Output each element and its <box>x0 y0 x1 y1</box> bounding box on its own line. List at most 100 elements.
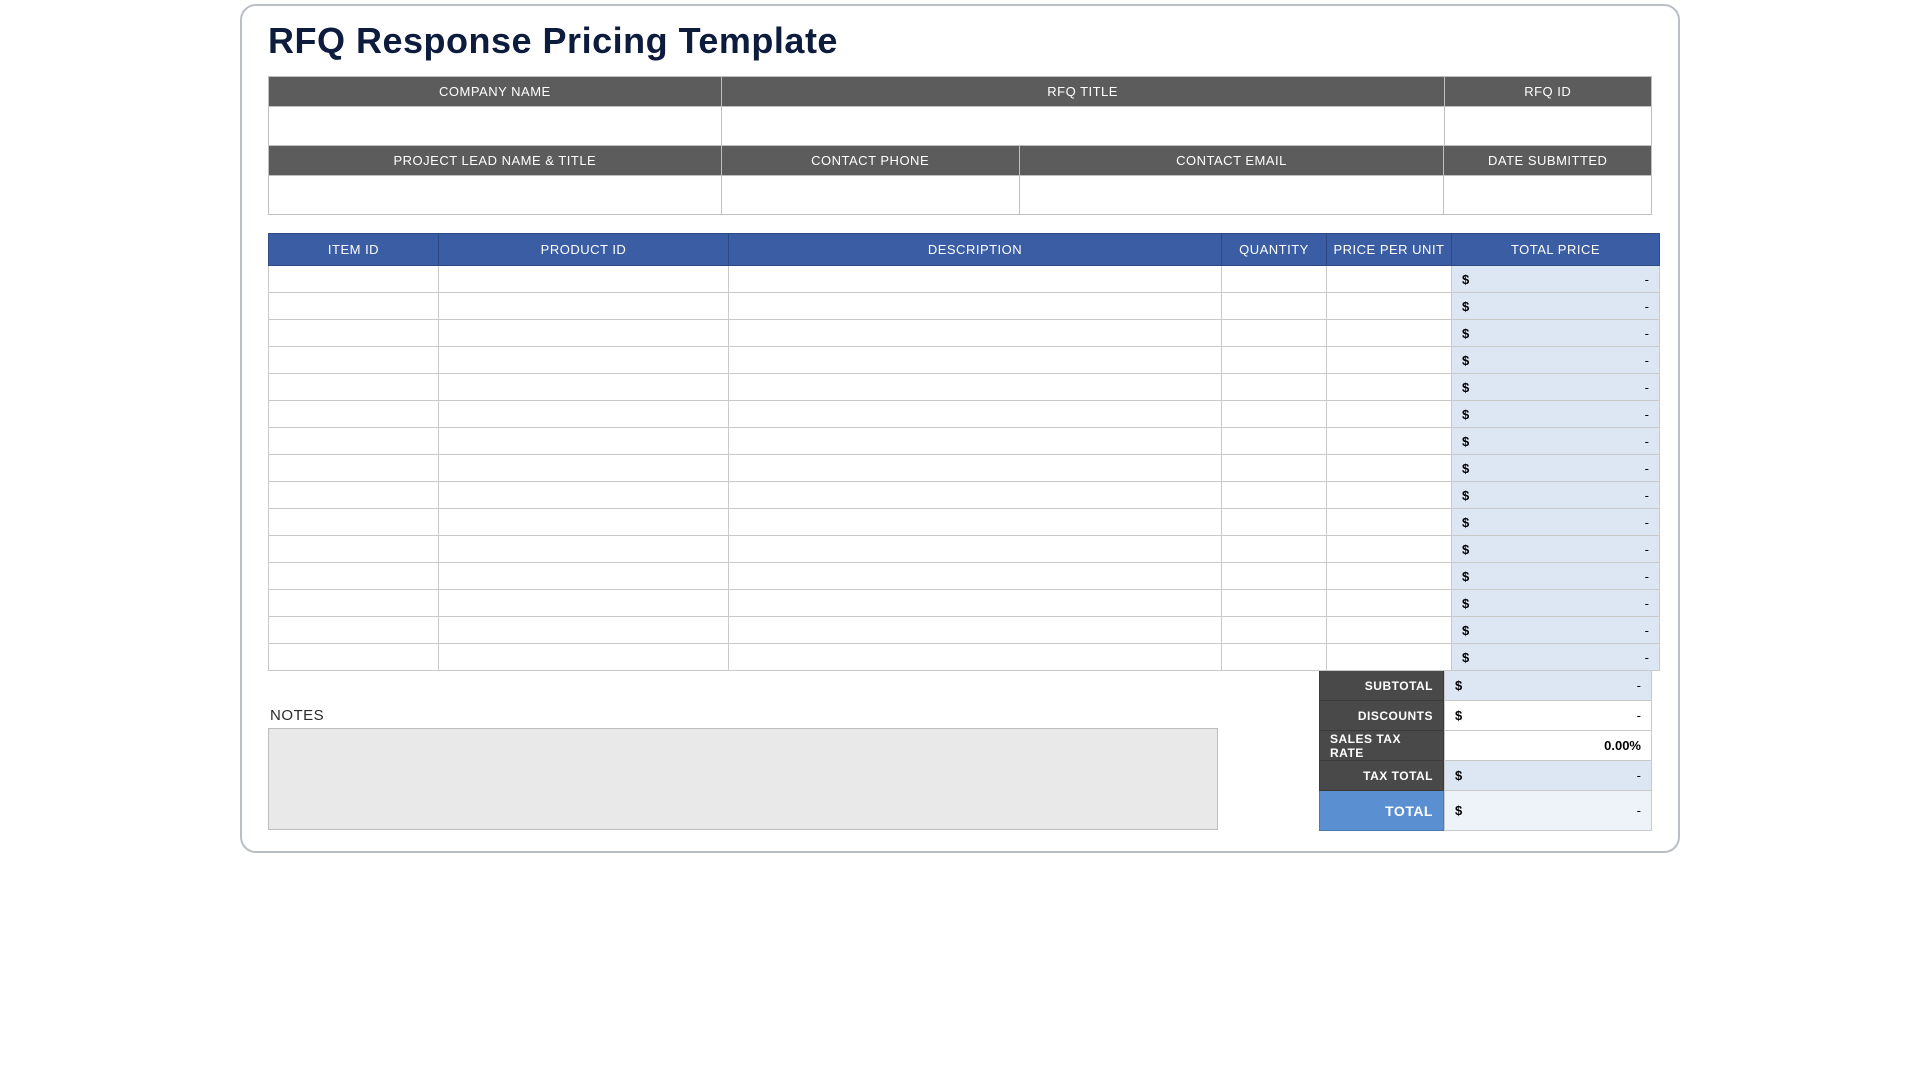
table-cell[interactable] <box>439 374 729 401</box>
table-cell[interactable] <box>729 563 1222 590</box>
table-cell[interactable] <box>729 374 1222 401</box>
table-cell[interactable] <box>729 293 1222 320</box>
table-cell[interactable] <box>439 482 729 509</box>
table-cell[interactable] <box>1327 644 1452 671</box>
table-cell[interactable] <box>1327 536 1452 563</box>
table-cell[interactable] <box>269 455 439 482</box>
header-value-input[interactable] <box>269 176 721 214</box>
table-cell[interactable] <box>1222 266 1327 293</box>
table-cell[interactable] <box>729 320 1222 347</box>
items-column-header: TOTAL PRICE <box>1452 234 1660 266</box>
total-price-value: - <box>1645 380 1649 395</box>
table-cell[interactable] <box>1327 266 1452 293</box>
table-cell[interactable] <box>269 374 439 401</box>
table-cell[interactable] <box>439 266 729 293</box>
table-cell[interactable] <box>1222 644 1327 671</box>
items-header-row: ITEM IDPRODUCT IDDESCRIPTIONQUANTITYPRIC… <box>269 234 1660 266</box>
table-cell[interactable] <box>269 347 439 374</box>
items-column-header: DESCRIPTION <box>729 234 1222 266</box>
table-cell[interactable] <box>1222 590 1327 617</box>
table-cell[interactable] <box>729 347 1222 374</box>
table-cell[interactable] <box>729 266 1222 293</box>
table-row: $- <box>269 509 1660 536</box>
header-value-input[interactable] <box>722 107 1444 145</box>
table-cell[interactable] <box>439 509 729 536</box>
table-cell[interactable] <box>269 401 439 428</box>
table-cell[interactable] <box>439 536 729 563</box>
table-cell[interactable] <box>729 455 1222 482</box>
table-cell[interactable] <box>269 617 439 644</box>
table-cell[interactable] <box>1327 590 1452 617</box>
table-cell[interactable] <box>1327 563 1452 590</box>
table-cell[interactable] <box>269 428 439 455</box>
table-cell[interactable] <box>269 644 439 671</box>
table-cell[interactable] <box>269 266 439 293</box>
table-cell[interactable] <box>1327 617 1452 644</box>
header-value-input[interactable] <box>1444 176 1651 214</box>
table-cell[interactable] <box>1222 347 1327 374</box>
table-cell[interactable] <box>269 509 439 536</box>
table-cell: $- <box>1452 455 1660 482</box>
table-cell[interactable] <box>439 617 729 644</box>
table-cell[interactable] <box>269 320 439 347</box>
table-cell[interactable] <box>269 536 439 563</box>
header-value-input[interactable] <box>269 107 721 145</box>
table-cell[interactable] <box>269 293 439 320</box>
table-cell[interactable] <box>729 509 1222 536</box>
table-cell[interactable] <box>1222 401 1327 428</box>
table-cell[interactable] <box>1222 617 1327 644</box>
header-cell: CONTACT EMAIL <box>1020 146 1445 214</box>
table-cell[interactable] <box>1327 320 1452 347</box>
table-cell[interactable] <box>1222 563 1327 590</box>
table-cell[interactable] <box>269 482 439 509</box>
table-cell[interactable] <box>729 401 1222 428</box>
table-cell[interactable] <box>1327 482 1452 509</box>
table-cell[interactable] <box>729 428 1222 455</box>
table-cell[interactable] <box>439 563 729 590</box>
table-cell[interactable] <box>1222 374 1327 401</box>
summary-value[interactable]: 0.00% <box>1444 731 1652 761</box>
table-cell[interactable] <box>1327 428 1452 455</box>
table-cell[interactable] <box>1327 455 1452 482</box>
notes-input[interactable] <box>268 728 1218 830</box>
table-cell[interactable] <box>439 401 729 428</box>
table-cell[interactable] <box>1327 509 1452 536</box>
page-frame: RFQ Response Pricing Template COMPANY NA… <box>240 4 1680 853</box>
table-cell[interactable] <box>1327 401 1452 428</box>
table-row: $- <box>269 455 1660 482</box>
items-table: ITEM IDPRODUCT IDDESCRIPTIONQUANTITYPRIC… <box>268 233 1660 671</box>
table-cell[interactable] <box>1222 482 1327 509</box>
header-label: CONTACT PHONE <box>722 146 1019 176</box>
header-value-input[interactable] <box>1020 176 1444 214</box>
table-cell[interactable] <box>1222 320 1327 347</box>
table-row: $- <box>269 590 1660 617</box>
table-cell[interactable] <box>1222 509 1327 536</box>
table-cell[interactable] <box>729 482 1222 509</box>
table-row: $- <box>269 347 1660 374</box>
table-cell[interactable] <box>439 644 729 671</box>
table-cell[interactable] <box>729 590 1222 617</box>
header-value-input[interactable] <box>1445 107 1652 145</box>
table-cell[interactable] <box>439 590 729 617</box>
table-cell[interactable] <box>439 320 729 347</box>
table-cell[interactable] <box>439 293 729 320</box>
table-cell[interactable] <box>269 590 439 617</box>
table-cell[interactable] <box>1327 347 1452 374</box>
table-row: $- <box>269 536 1660 563</box>
table-cell[interactable] <box>1327 293 1452 320</box>
table-cell[interactable] <box>439 428 729 455</box>
table-cell[interactable] <box>1327 374 1452 401</box>
table-cell[interactable] <box>269 563 439 590</box>
table-cell[interactable] <box>1222 536 1327 563</box>
table-cell[interactable] <box>729 644 1222 671</box>
items-column-header: PRODUCT ID <box>439 234 729 266</box>
table-cell[interactable] <box>729 536 1222 563</box>
table-cell[interactable] <box>1222 455 1327 482</box>
table-cell[interactable] <box>1222 428 1327 455</box>
table-cell[interactable] <box>1222 293 1327 320</box>
header-value-input[interactable] <box>722 176 1019 214</box>
table-cell[interactable] <box>439 347 729 374</box>
table-cell[interactable] <box>729 617 1222 644</box>
summary-value[interactable]: $- <box>1444 701 1652 731</box>
table-cell[interactable] <box>439 455 729 482</box>
